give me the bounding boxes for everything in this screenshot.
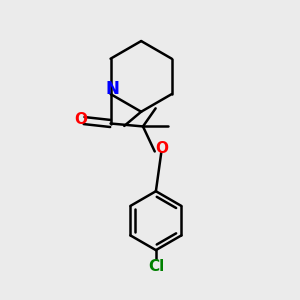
Text: Cl: Cl xyxy=(148,259,164,274)
Text: N: N xyxy=(105,80,119,98)
Text: O: O xyxy=(75,112,88,127)
Text: O: O xyxy=(156,141,169,156)
